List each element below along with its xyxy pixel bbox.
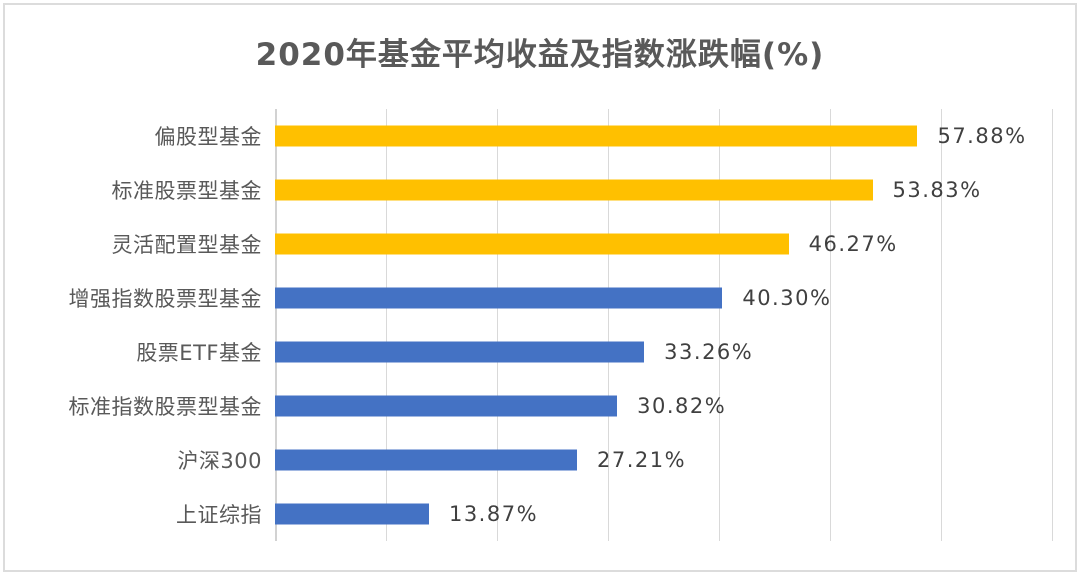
bar-row: 灵活配置型基金 46.27% [5,217,1075,271]
category-label: 标准指数股票型基金 [68,395,262,419]
bar-row: 增强指数股票型基金 40.30% [5,271,1075,325]
value-label: 13.87% [448,502,539,526]
bar [275,233,789,255]
category-label: 股票ETF基金 [136,341,262,365]
bar-track: 53.83% [275,163,1075,217]
value-label: 46.27% [808,232,898,256]
vertical-gridline [1052,109,1053,541]
value-label: 40.30% [742,286,832,310]
gridline-layer [275,109,1053,541]
vertical-gridline [830,109,831,541]
bar-track: 27.21% [275,433,1075,487]
category-label: 偏股型基金 [154,125,262,149]
chart-frame: 2020年基金平均收益及指数涨跌幅(%) 偏股型基金 57.88% 标准股票型基金 5… [3,3,1077,572]
value-label: 57.88% [937,124,1027,148]
bar-track: 33.26% [275,325,1075,379]
value-label: 30.82% [637,394,727,418]
bar-row: 上证综指 13.87% [5,487,1075,541]
value-label: 33.26% [664,340,754,364]
chart-title: 2020年基金平均收益及指数涨跌幅(%) [255,37,825,73]
bar [275,395,618,417]
vertical-gridline [386,109,387,541]
bar-track: 30.82% [275,379,1075,433]
bar [275,341,645,363]
category-label: 沪深300 [177,449,262,473]
bar [275,125,918,147]
category-label: 上证综指 [176,503,262,527]
bar [275,449,578,471]
bar-row: 标准股票型基金 53.83% [5,163,1075,217]
bar [275,287,723,309]
bar-track: 46.27% [275,217,1075,271]
bar-track: 40.30% [275,271,1075,325]
category-label: 增强指数股票型基金 [68,287,262,311]
vertical-gridline [497,109,498,541]
bar-rows: 偏股型基金 57.88% 标准股票型基金 53.83% 灵活配置型基金 46.27% 增强指… [5,109,1075,541]
vertical-gridline [719,109,720,541]
y-axis-line [275,109,277,541]
value-label: 53.83% [892,178,982,202]
category-label: 标准股票型基金 [111,179,262,203]
category-label: 灵活配置型基金 [111,233,262,257]
bar [275,179,873,201]
vertical-gridline [941,109,942,541]
value-label: 27.21% [597,448,687,472]
bar-row: 标准指数股票型基金 30.82% [5,379,1075,433]
bar-row: 偏股型基金 57.88% [5,109,1075,163]
bar-track: 13.87% [275,487,1075,541]
bar-row: 股票ETF基金 33.26% [5,325,1075,379]
vertical-gridline [608,109,609,541]
bar-row: 沪深300 27.21% [5,433,1075,487]
bar [275,503,429,525]
bar-track: 57.88% [275,109,1075,163]
